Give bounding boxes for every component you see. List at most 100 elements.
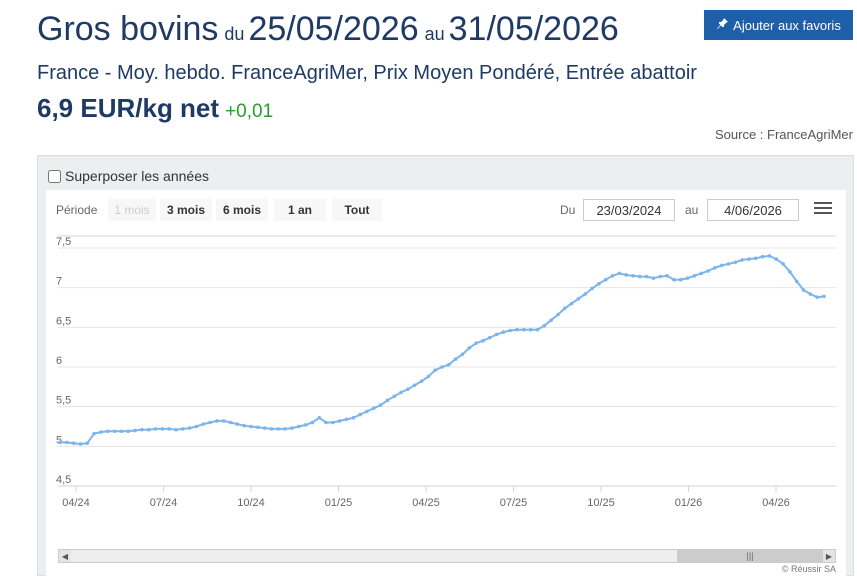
data-point[interactable]: [269, 427, 274, 431]
data-point[interactable]: [583, 292, 588, 296]
period-1-month-button[interactable]: 1 mois: [108, 199, 156, 221]
scroll-right-icon[interactable]: ▶: [823, 550, 835, 562]
data-point[interactable]: [747, 257, 751, 261]
overlay-years-input[interactable]: [48, 169, 61, 183]
data-point[interactable]: [699, 271, 704, 276]
data-point[interactable]: [597, 281, 601, 286]
hamburger-menu-icon[interactable]: [814, 202, 832, 216]
data-point[interactable]: [235, 422, 240, 426]
data-point[interactable]: [794, 279, 799, 284]
data-point[interactable]: [713, 266, 717, 270]
data-point[interactable]: [153, 427, 158, 431]
range-from-input[interactable]: 23/03/2024: [583, 199, 675, 221]
data-point[interactable]: [71, 441, 76, 445]
data-point[interactable]: [303, 423, 308, 427]
data-point[interactable]: [487, 335, 492, 340]
data-point[interactable]: [406, 387, 410, 392]
data-point[interactable]: [187, 426, 192, 430]
data-point[interactable]: [603, 277, 608, 282]
data-point[interactable]: [658, 274, 663, 279]
add-favorite-button[interactable]: Ajouter aux favoris: [704, 10, 853, 40]
data-point[interactable]: [399, 390, 403, 395]
data-point[interactable]: [133, 428, 137, 433]
data-point[interactable]: [242, 423, 246, 428]
data-point[interactable]: [276, 427, 281, 431]
data-point[interactable]: [262, 426, 267, 430]
period-6-months-button[interactable]: 6 mois: [216, 199, 268, 221]
data-point[interactable]: [290, 426, 294, 430]
period-1-year-button[interactable]: 1 an: [274, 199, 326, 221]
data-point[interactable]: [528, 327, 533, 332]
data-point[interactable]: [753, 256, 758, 261]
overlay-years-checkbox[interactable]: Superposer les années: [48, 168, 209, 184]
data-point[interactable]: [672, 277, 676, 282]
data-point[interactable]: [481, 339, 485, 343]
data-point[interactable]: [774, 257, 779, 261]
data-point[interactable]: [105, 429, 110, 434]
data-point[interactable]: [310, 420, 315, 425]
data-point[interactable]: [365, 409, 369, 414]
data-point[interactable]: [501, 330, 506, 334]
data-point[interactable]: [317, 415, 322, 420]
data-point[interactable]: [215, 419, 219, 423]
data-point[interactable]: [331, 420, 335, 425]
data-point[interactable]: [453, 357, 458, 361]
data-point[interactable]: [460, 352, 465, 357]
data-point[interactable]: [740, 258, 744, 262]
data-point[interactable]: [146, 427, 151, 432]
navigator-scrollbar[interactable]: ◀ ||| ▶: [58, 549, 836, 563]
data-point[interactable]: [351, 415, 356, 420]
data-point[interactable]: [651, 276, 656, 280]
data-point[interactable]: [767, 254, 772, 258]
range-to-input[interactable]: 4/06/2026: [707, 199, 799, 221]
data-point[interactable]: [542, 323, 547, 328]
data-point[interactable]: [92, 431, 96, 436]
data-point[interactable]: [221, 419, 226, 423]
data-point[interactable]: [180, 427, 185, 431]
data-point[interactable]: [719, 263, 724, 268]
scroll-left-icon[interactable]: ◀: [59, 550, 71, 562]
data-point[interactable]: [85, 441, 90, 445]
data-point[interactable]: [296, 424, 301, 429]
data-point[interactable]: [644, 274, 649, 279]
data-point[interactable]: [665, 273, 669, 278]
data-point[interactable]: [726, 262, 731, 266]
data-point[interactable]: [99, 430, 103, 434]
data-point[interactable]: [760, 254, 765, 259]
data-point[interactable]: [392, 394, 397, 399]
data-point[interactable]: [126, 429, 131, 434]
data-point[interactable]: [815, 295, 819, 299]
data-point[interactable]: [324, 420, 328, 425]
data-point[interactable]: [692, 273, 697, 278]
data-point[interactable]: [631, 273, 635, 278]
data-point[interactable]: [78, 442, 83, 446]
data-point[interactable]: [781, 262, 785, 266]
data-point[interactable]: [140, 427, 144, 432]
data-point[interactable]: [167, 427, 171, 431]
data-point[interactable]: [194, 424, 199, 429]
data-point[interactable]: [65, 440, 69, 445]
data-point[interactable]: [112, 429, 117, 434]
data-point[interactable]: [685, 276, 690, 280]
data-point[interactable]: [385, 398, 390, 403]
data-point[interactable]: [788, 270, 792, 274]
data-point[interactable]: [590, 286, 594, 291]
data-point[interactable]: [733, 260, 738, 265]
data-point[interactable]: [378, 403, 383, 407]
data-point[interactable]: [160, 427, 165, 431]
data-point[interactable]: [610, 273, 615, 278]
data-point[interactable]: [358, 412, 362, 417]
scroll-thumb[interactable]: |||: [677, 550, 823, 562]
data-point[interactable]: [808, 292, 813, 296]
data-point[interactable]: [576, 296, 581, 301]
data-point[interactable]: [337, 419, 342, 423]
data-point[interactable]: [494, 332, 499, 337]
data-point[interactable]: [706, 269, 710, 273]
data-point[interactable]: [426, 374, 431, 379]
data-point[interactable]: [119, 429, 124, 434]
data-point[interactable]: [508, 328, 513, 333]
data-point[interactable]: [467, 346, 472, 350]
data-point[interactable]: [638, 274, 642, 279]
data-point[interactable]: [801, 288, 806, 292]
data-point[interactable]: [208, 420, 212, 425]
